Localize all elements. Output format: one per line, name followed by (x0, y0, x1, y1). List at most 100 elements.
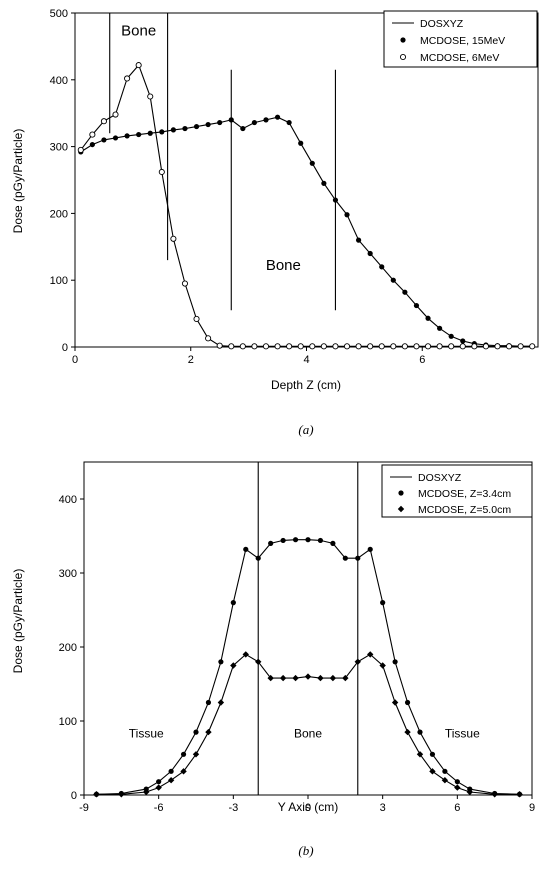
chart-0-x-tick-label: 6 (419, 354, 425, 366)
chart-1-x-tick-label: -9 (79, 802, 89, 814)
chart-0-data-point (124, 75, 131, 82)
chart-0-y-tick-label: 500 (50, 8, 68, 20)
chart-1-x-tick-label: 6 (454, 802, 460, 814)
chart-0-data-point (448, 333, 454, 339)
chart-1-data-point (168, 768, 174, 774)
chart-0-region-label: Bone (266, 257, 301, 274)
chart-0-x-tick-label: 4 (303, 354, 309, 366)
chart-0-data-point (147, 130, 153, 136)
chart-0-data-point (228, 343, 235, 350)
chart-1-data-point (167, 777, 175, 784)
chart-0-data-point (274, 114, 281, 120)
chart-0-data-point (390, 277, 396, 283)
chart-1-data-point (367, 546, 373, 552)
chart-0-data-point (343, 343, 351, 350)
chart-b-caption: (b) (298, 843, 313, 858)
chart-1-data-point (380, 600, 386, 606)
chart-0-legend-marker-swatch (400, 37, 406, 43)
chart-1-legend-box (381, 464, 533, 518)
chart-1-data-point (516, 791, 523, 798)
chart-1-y-tick-label: 200 (59, 642, 77, 654)
chart-1-data-point (292, 674, 299, 682)
chart-0-data-point (355, 343, 362, 350)
chart-1-data-point (317, 537, 324, 544)
chart-0-data-point (402, 289, 408, 295)
chart-0-data-point (482, 343, 489, 350)
chart-1-data-point (391, 699, 399, 706)
chart-0-data-point (135, 62, 142, 69)
chart-0-data-point (286, 343, 293, 350)
chart-1-legend-label: MCDOSE, Z=3.4cm (418, 488, 511, 500)
chart-0-data-point (100, 118, 107, 125)
chart-a: 0 2 4 6 0 100 200 300 400 500 Bone Bone DOSXYZ MCDOSE… (11, 8, 539, 437)
chart-0-data-point (425, 315, 431, 321)
chart-0-data-point (170, 235, 177, 242)
chart-0-data-point (344, 212, 350, 218)
chart-1-data-point (304, 673, 312, 680)
chart-1-data-point (205, 699, 212, 706)
chart-1-data-point (305, 537, 311, 543)
chart-0-data-point (355, 237, 362, 243)
chart-0-data-point (274, 343, 281, 350)
chart-1-data-point (218, 659, 224, 665)
chart-0-data-point (263, 117, 269, 123)
chart-b: -9 -6 -3 0 3 6 9 0 100 200 300 400 Tissue Bone Tissue D… (11, 461, 535, 858)
chart-0-data-point (506, 343, 513, 350)
chart-1-series (93, 651, 523, 798)
chart-1-data-point (292, 537, 299, 543)
chart-1-data-point (342, 555, 348, 561)
chart-0-legend-label: MCDOSE, 6MeV (420, 52, 499, 64)
chart-0-data-point (459, 343, 466, 350)
chart-1-data-point (454, 784, 461, 791)
chart-1-y-tick-label: 0 (71, 790, 77, 802)
chart-0-y-tick-label: 200 (50, 208, 68, 220)
chart-1-region-label: Tissue (129, 726, 164, 740)
chart-0-data-point (158, 168, 165, 176)
chart-1-data-point (156, 779, 162, 785)
chart-0-y-tick-label: 100 (50, 275, 68, 287)
chart-0-data-point (136, 131, 142, 138)
chart-1-data-point (330, 540, 336, 546)
chart-1-data-point (230, 662, 237, 669)
chart-1-legend-marker-swatch (398, 490, 404, 496)
chart-b-y-label: Dose (pGy/Particle) (11, 569, 25, 674)
chart-b-x-label: Y Axis (cm) (278, 800, 338, 814)
chart-0-series-line (80, 64, 533, 347)
chart-1-region-label: Tissue (445, 726, 480, 740)
chart-a-x-label: Depth Z (cm) (271, 378, 341, 392)
chart-0-data-point (262, 343, 270, 350)
chart-0-data-point (424, 343, 432, 350)
chart-0-data-point (182, 125, 188, 132)
chart-0-data-point (309, 160, 315, 166)
chart-0-data-point (390, 343, 397, 350)
chart-0-data-point (297, 343, 304, 350)
chart-0-data-point (89, 131, 96, 138)
chart-1-legend-label: MCDOSE, Z=5.0cm (418, 504, 511, 516)
chart-1-data-point (118, 791, 125, 798)
chart-0-data-point (124, 133, 130, 139)
chart-1-data-point (404, 728, 411, 736)
chart-0-data-point (321, 180, 327, 186)
chart-0-data-point (332, 343, 339, 350)
chart-0-data-point (147, 93, 154, 100)
chart-1-y-tick-label: 400 (59, 494, 77, 506)
chart-1-data-point (442, 768, 448, 774)
chart-1-series (93, 537, 523, 797)
chart-0-series (77, 62, 536, 350)
chart-0-region-label: Bone (121, 23, 156, 40)
chart-0-data-point (159, 129, 165, 135)
chart-0-data-point (77, 146, 84, 153)
chart-0-legend-label: MCDOSE, 15MeV (420, 35, 505, 47)
chart-1-data-point (193, 729, 199, 735)
chart-1-legend-marker-swatch (397, 505, 405, 513)
chart-0-data-point (367, 250, 373, 257)
chart-0-x-tick-label: 0 (72, 354, 78, 366)
chart-a-y-label: Dose (pGy/Particle) (11, 129, 25, 234)
chart-1-data-point (205, 728, 212, 736)
chart-1-data-point (454, 779, 460, 785)
chart-0-data-point (379, 264, 385, 270)
chart-0-data-point (332, 197, 339, 203)
chart-1-data-point (155, 784, 162, 791)
chart-0-series (78, 114, 535, 349)
chart-1-series-line (96, 539, 520, 795)
